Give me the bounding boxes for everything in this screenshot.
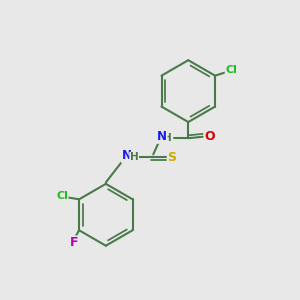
Text: H: H	[130, 152, 139, 162]
Text: S: S	[168, 151, 177, 164]
Text: F: F	[70, 236, 78, 249]
Text: N: N	[157, 130, 167, 143]
Text: Cl: Cl	[225, 65, 237, 75]
Text: O: O	[204, 130, 215, 143]
Text: H: H	[163, 133, 172, 143]
Text: Cl: Cl	[56, 191, 68, 201]
Text: N: N	[122, 149, 131, 162]
